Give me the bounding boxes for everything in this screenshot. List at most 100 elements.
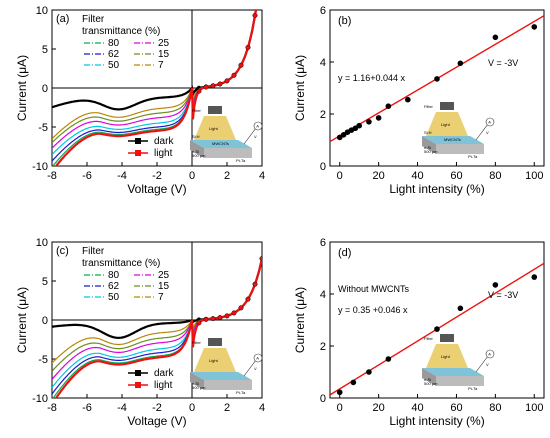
inset-label: Filter: [192, 340, 202, 345]
inset-label: Filter: [424, 104, 434, 109]
curves: [52, 256, 262, 398]
legend-label-62: 62: [108, 49, 120, 60]
data-point: [375, 115, 382, 121]
substrate-front: [190, 140, 204, 158]
y-tick-label: 4: [320, 289, 326, 301]
legend-label-80: 80: [108, 270, 120, 281]
x-tick-label: 0: [189, 402, 195, 414]
panel-a: -8 -6 -4 -2 0 2 4 -10 -5 0 5 10 Voltage (V) Current (…: [15, 5, 265, 196]
bias-label: V = -3V: [488, 58, 518, 68]
light-beam: [194, 348, 236, 372]
legend-label-dark: dark: [154, 136, 174, 147]
wire: [243, 359, 257, 377]
legend-label-7: 7: [158, 60, 164, 71]
legend-label-7: 7: [158, 292, 164, 303]
series-line-dark: [52, 258, 262, 340]
legend-label-25: 25: [158, 38, 170, 49]
x-tick-label: -2: [152, 170, 162, 182]
panel-label: (a): [56, 13, 69, 25]
bias-label: V = -3V: [488, 290, 518, 300]
legend-marker-light: [135, 150, 141, 156]
series-point-light: [238, 305, 244, 311]
x-tick-label: 40: [411, 402, 423, 414]
x-tick-label: 80: [489, 402, 501, 414]
series-point-light: [245, 296, 251, 302]
plot-frame: [329, 9, 545, 167]
legend-label-light: light: [154, 148, 173, 159]
inset-label: Pt-Ta: [236, 158, 246, 163]
note-label: Without MWCNTs: [338, 284, 410, 294]
y-tick-label: 4: [320, 57, 326, 69]
x-tick-label: 80: [489, 170, 501, 182]
top-layer: [422, 136, 484, 144]
x-tick-label: 100: [525, 402, 543, 414]
curves: [52, 10, 258, 166]
x-tick-label: 4: [259, 170, 265, 182]
inset-label: V: [486, 362, 489, 367]
x-tick-label: 100: [525, 170, 543, 182]
series-point-light: [252, 13, 258, 18]
y-axis-label: Current (μA): [293, 287, 307, 353]
series-point-light: [224, 313, 230, 319]
x-tick-label: 0: [337, 402, 343, 414]
data-point: [385, 356, 392, 362]
inset-label: Light: [209, 358, 219, 363]
fit-equation: y = 1.16+0.044 x: [338, 73, 406, 83]
series-point-light: [217, 315, 223, 320]
x-tick-label: 60: [450, 170, 462, 182]
legend-label-15: 15: [158, 49, 170, 60]
y-tick-label: 2: [320, 341, 326, 353]
inset-label: V: [254, 366, 257, 371]
x-axis-label: Light intensity (%): [389, 414, 484, 428]
inset-label: V: [486, 130, 489, 135]
series-point-light: [259, 256, 262, 261]
y-axis-label: Current (μA): [15, 55, 29, 121]
series-point-light: [203, 317, 209, 322]
series-point-light: [252, 281, 258, 287]
y-tick-label: 10: [36, 5, 48, 17]
inset-label: Si:H: [424, 130, 432, 135]
series-point-light: [238, 62, 244, 68]
substrate-front: [422, 368, 436, 386]
legend-title-line1: Filter: [82, 246, 105, 257]
x-tick-label: 0: [189, 170, 195, 182]
x-tick-label: 20: [373, 402, 385, 414]
data-point: [366, 369, 372, 375]
legend-label-62: 62: [108, 281, 120, 292]
substrate-front: [190, 372, 204, 390]
y-tick-label: 0: [320, 161, 326, 173]
top-layer: [190, 140, 252, 148]
inset-label: V: [254, 134, 257, 139]
x-tick-label: 40: [411, 170, 423, 182]
x-tick-label: -6: [82, 402, 92, 414]
y-tick-label: 10: [36, 237, 48, 249]
x-tick-label: 2: [224, 170, 230, 182]
x-tick-label: 2: [224, 402, 230, 414]
data-point: [350, 379, 357, 386]
x-tick-label: -8: [47, 402, 57, 414]
ammeter-symbol: [485, 117, 495, 127]
legend-title-line2: transmittance (%): [82, 26, 160, 37]
x-tick-label: -4: [117, 402, 127, 414]
x-tick-label: -6: [82, 170, 92, 182]
inset-label: Filter: [424, 336, 434, 341]
y-tick-label: 5: [42, 276, 48, 288]
inset-label: Filter: [192, 108, 202, 113]
data-point: [385, 103, 392, 109]
panel-label: (c): [56, 245, 69, 257]
data-point: [434, 326, 440, 332]
y-tick-label: -5: [38, 354, 48, 366]
inset-label: n-Si: [192, 149, 199, 154]
inset-label: MWCNTs: [212, 141, 229, 146]
legend-label-50: 50: [108, 60, 120, 71]
legend-marker-dark: [135, 138, 141, 144]
top-layer: [422, 368, 484, 376]
data-point: [531, 24, 538, 30]
inset-label: Light: [441, 122, 451, 127]
y-tick-label: 2: [320, 109, 326, 121]
x-tick-label: -8: [47, 170, 57, 182]
